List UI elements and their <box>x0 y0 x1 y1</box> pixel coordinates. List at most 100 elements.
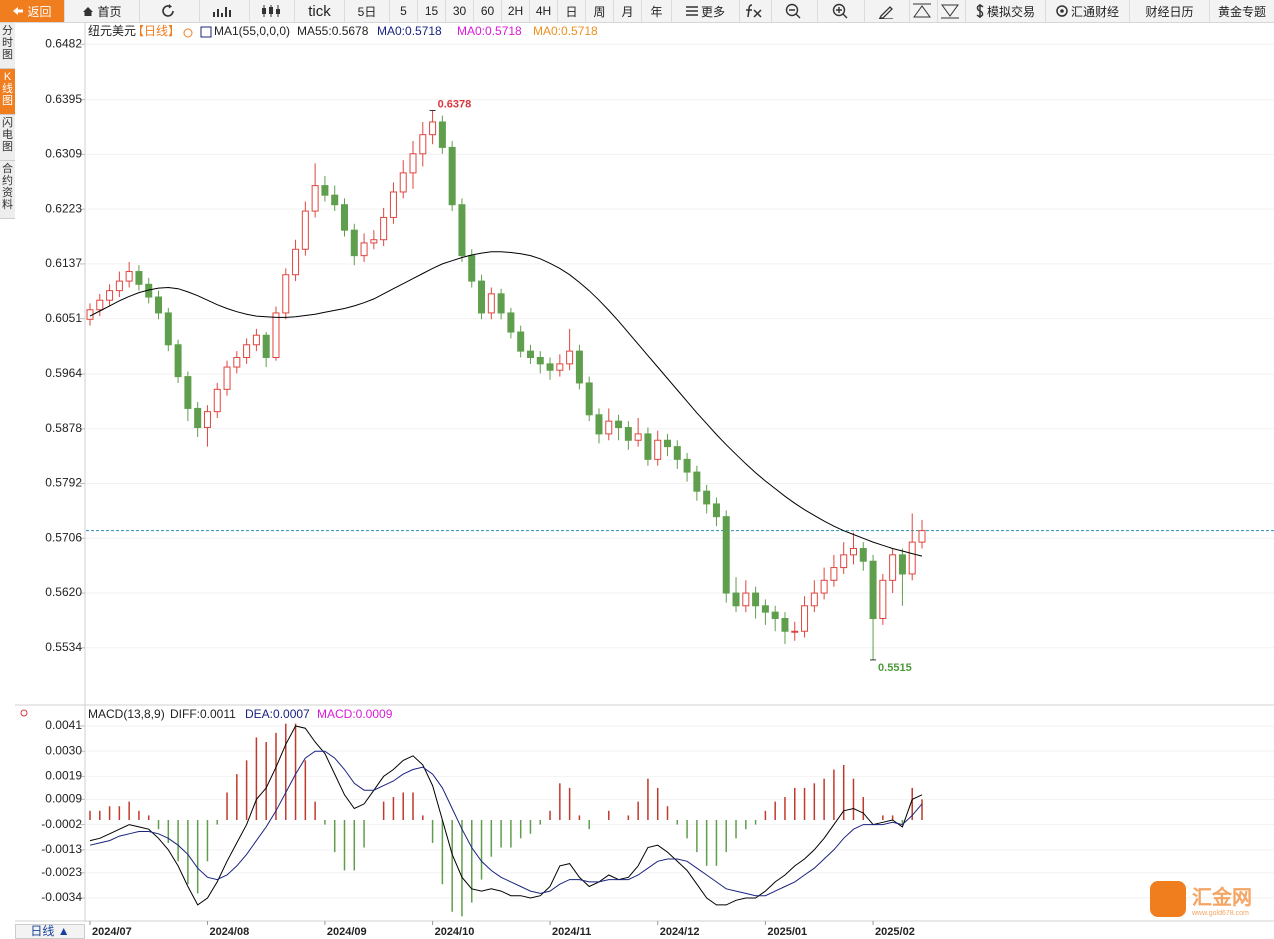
diff-line <box>89 725 923 906</box>
menu-icon <box>685 6 698 16</box>
ma-line <box>89 251 923 557</box>
period-button[interactable]: 15 <box>418 0 446 22</box>
candle-body <box>595 414 603 435</box>
candle-body <box>438 121 446 148</box>
candle-body <box>732 592 740 607</box>
candle-body <box>742 592 750 607</box>
candle-body <box>243 344 251 358</box>
candle-body <box>830 567 838 581</box>
candle-body <box>624 427 632 441</box>
y-tick-label: 0.6137 <box>45 256 82 270</box>
candle-body <box>252 334 260 346</box>
line-chart-icon <box>213 7 231 17</box>
sim-trade-button[interactable]: 模拟交易 <box>966 0 1046 22</box>
period-button[interactable]: 月 <box>614 0 642 22</box>
period-button[interactable]: 4H <box>530 0 558 22</box>
candle-body <box>262 334 270 358</box>
ma0-legend: MA0:0.5718 <box>377 24 442 38</box>
candle-body <box>761 605 769 613</box>
gold-button[interactable]: 黄金专题 <box>1217 4 1266 19</box>
macd-settings-icon[interactable] <box>20 709 28 717</box>
candle-body <box>370 239 378 244</box>
candle-body <box>184 376 192 409</box>
candle-body <box>810 592 818 607</box>
period-button[interactable]: 周 <box>586 0 614 22</box>
zoom-out-button[interactable] <box>772 0 818 22</box>
candle-body <box>164 312 172 346</box>
candle-body <box>203 411 211 429</box>
sidebar-tab[interactable]: 分时图 <box>0 23 15 69</box>
y-tick-label: -0.0023 <box>41 865 82 879</box>
back-button[interactable]: 返回 <box>0 0 65 22</box>
refresh-icon <box>162 4 174 17</box>
watermark: 汇金网 www.gold678.com <box>1150 881 1252 917</box>
period-button[interactable]: 年 <box>642 0 672 22</box>
candle-body <box>448 146 456 206</box>
candle-body <box>213 388 221 413</box>
candle-button[interactable] <box>250 0 295 22</box>
period-button[interactable]: 2H <box>502 0 530 22</box>
candle-body <box>703 490 711 505</box>
candle-body <box>301 210 309 250</box>
candle-body <box>399 172 407 193</box>
home-button[interactable]: 首页 <box>65 0 140 22</box>
candle-body <box>546 363 554 371</box>
line-chart-button[interactable] <box>200 0 250 22</box>
y-tick-label: 0.5534 <box>45 640 82 654</box>
candle-body <box>752 592 760 607</box>
settings-icon[interactable] <box>183 28 193 38</box>
candle-body <box>174 344 182 378</box>
candle-body <box>223 366 231 390</box>
zoom-out-icon <box>785 3 801 19</box>
watermark-text: 汇金网 www.gold678.com <box>1192 881 1252 917</box>
candle-icon <box>261 5 280 17</box>
news-icon <box>1056 5 1068 17</box>
period-button[interactable]: 日 <box>558 0 586 22</box>
candle-body <box>712 503 720 518</box>
period-button[interactable]: 5日 <box>345 0 390 22</box>
formula-button[interactable] <box>740 0 772 22</box>
candle-body <box>722 516 730 594</box>
candle-body <box>859 547 867 562</box>
x-tick-label: 2024/09 <box>327 926 367 938</box>
candle-body <box>497 293 505 314</box>
sidebar-tab[interactable]: K线图 <box>0 69 15 115</box>
back-icon <box>13 7 24 15</box>
dea-legend: DEA:0.0007 <box>245 707 310 721</box>
refresh-button[interactable] <box>140 0 200 22</box>
zoom-in-button[interactable] <box>818 0 865 22</box>
home-icon <box>83 6 94 16</box>
candle-body <box>536 356 544 365</box>
label: 模拟交易 <box>986 4 1035 19</box>
toolbar: 返回 首页 tick 5日 5 15 30 60 2H 4H 日 周 月 年 更… <box>0 0 1274 23</box>
ma-legend: MA55:0.5678 <box>297 24 369 38</box>
period-button[interactable]: 60 <box>474 0 502 22</box>
tick-button[interactable]: tick <box>295 0 345 22</box>
high-label: 0.6378 <box>438 98 472 110</box>
candle-body <box>350 229 358 257</box>
up-button[interactable] <box>910 0 938 22</box>
calendar-button[interactable]: 财经日历 <box>1130 0 1210 22</box>
pen-icon <box>878 6 893 19</box>
sidebar-tab[interactable]: 合约资料 <box>0 161 15 219</box>
period-selector[interactable]: 日线 ▲ <box>15 924 85 939</box>
candle-body <box>331 194 339 206</box>
candle-body <box>644 433 652 460</box>
more-button[interactable]: 更多 <box>672 0 740 22</box>
candle-body <box>898 554 906 575</box>
news-button[interactable]: 汇通财经 <box>1046 0 1130 22</box>
low-label: 0.5515 <box>878 662 912 674</box>
candle-body <box>340 204 348 231</box>
down-button[interactable] <box>938 0 966 22</box>
y-tick-label: 0.0041 <box>45 718 82 732</box>
x-tick-label: 2024/07 <box>92 926 132 938</box>
candle-body <box>96 299 104 311</box>
candle-body <box>478 280 486 314</box>
sidebar-tab[interactable]: 闪电图 <box>0 115 15 161</box>
draw-button[interactable] <box>865 0 910 22</box>
y-tick-label: 0.6309 <box>45 147 82 161</box>
candle-body <box>233 356 241 368</box>
period-button[interactable]: 30 <box>446 0 474 22</box>
period-button[interactable]: 5 <box>390 0 418 22</box>
